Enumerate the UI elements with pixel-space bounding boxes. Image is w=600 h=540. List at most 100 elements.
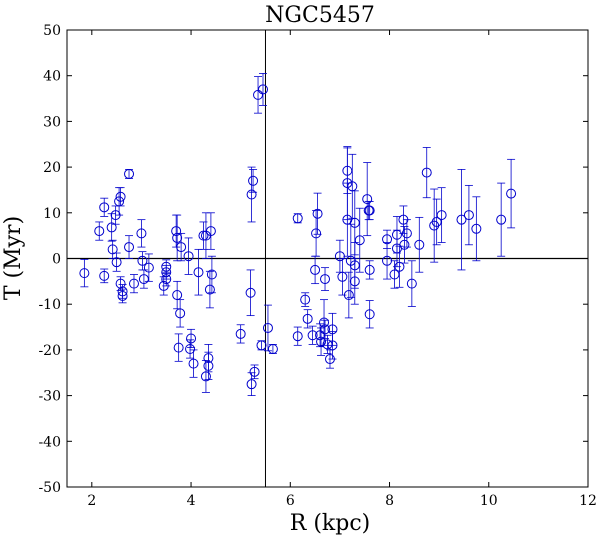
y-tick-label: -30 — [38, 389, 61, 405]
point-marker — [327, 324, 338, 335]
point-marker — [171, 226, 182, 237]
y-tick-label: 40 — [43, 69, 61, 85]
point-marker — [401, 228, 412, 239]
data-point — [246, 372, 257, 397]
data-point — [117, 288, 128, 304]
data-point — [124, 235, 135, 259]
point-marker — [389, 269, 400, 280]
point-marker — [362, 194, 373, 205]
plot-area: 2 4 6 8 10 12 -50 -40 -30 -20 -10 0 10 20 30 40 50 — [38, 23, 596, 509]
point-marker — [205, 226, 216, 237]
data-point — [327, 312, 338, 346]
point-marker — [496, 214, 507, 225]
point-marker — [111, 257, 122, 268]
data-point — [320, 319, 331, 339]
x-tick-label: 6 — [286, 493, 295, 509]
data-point — [111, 252, 122, 272]
point-marker — [79, 268, 90, 279]
data-point — [193, 248, 204, 296]
point-marker — [185, 343, 196, 354]
data-point — [138, 269, 149, 289]
data-point — [456, 168, 467, 271]
point-marker — [421, 167, 432, 178]
data-point — [463, 184, 474, 246]
data-point — [364, 260, 375, 280]
data-point — [362, 162, 373, 237]
point-marker — [188, 358, 199, 369]
point-marker — [128, 278, 139, 289]
y-tick-label: -20 — [38, 343, 61, 359]
data-point — [188, 349, 199, 378]
point-marker — [106, 222, 117, 233]
data-point — [99, 197, 110, 217]
point-marker — [257, 84, 268, 95]
point-marker — [99, 270, 110, 281]
point-marker — [320, 274, 331, 285]
data-point — [79, 259, 90, 288]
data-point — [172, 214, 183, 262]
point-marker — [186, 333, 197, 344]
data-point — [206, 255, 217, 294]
data-point — [343, 271, 354, 319]
y-axis-title: T (Myr) — [1, 216, 26, 300]
data-point — [183, 237, 194, 275]
point-marker — [292, 331, 303, 342]
point-marker — [138, 274, 149, 285]
point-marker — [117, 290, 128, 301]
point-marker — [337, 271, 348, 282]
x-axis-ticks: 2 4 6 8 10 12 — [87, 30, 597, 509]
point-marker — [431, 216, 442, 227]
data-point — [389, 260, 400, 289]
data-point — [256, 340, 267, 351]
point-marker — [349, 276, 360, 287]
point-marker — [203, 360, 214, 371]
data-point — [337, 258, 348, 296]
point-marker — [311, 228, 322, 239]
data-point — [267, 343, 278, 354]
data-point — [173, 333, 184, 362]
data-point — [124, 168, 135, 179]
x-axis-title: R (kpc) — [290, 511, 370, 536]
data-point — [431, 198, 442, 246]
point-marker — [399, 239, 410, 250]
data-point — [310, 255, 321, 285]
data-point — [354, 207, 365, 273]
data-point — [198, 221, 209, 250]
data-point — [334, 239, 345, 273]
data-point — [106, 213, 117, 242]
chart-title: NGC5457 — [265, 3, 375, 28]
point-marker — [183, 251, 194, 262]
point-marker — [256, 340, 267, 351]
point-marker — [107, 244, 118, 255]
data-point — [143, 253, 154, 282]
point-marker — [307, 330, 318, 341]
data-point — [257, 73, 268, 106]
y-tick-label: -10 — [38, 297, 61, 313]
data-point — [394, 245, 405, 288]
point-marker — [193, 267, 204, 278]
point-marker — [322, 339, 333, 350]
x-tick-label: 12 — [579, 493, 597, 509]
point-marker — [364, 264, 375, 275]
point-marker — [124, 242, 135, 253]
point-marker — [319, 317, 330, 328]
data-point — [349, 258, 360, 305]
y-tick-label: 0 — [52, 252, 61, 268]
data-point — [94, 221, 105, 241]
point-marker — [292, 213, 303, 224]
y-axis-ticks: -50 -40 -30 -20 -10 0 10 20 30 40 50 — [38, 23, 588, 496]
point-marker — [320, 324, 331, 335]
point-marker — [406, 278, 417, 289]
x-tick-label: 8 — [385, 493, 394, 509]
data-point — [364, 300, 375, 329]
y-tick-label: 50 — [43, 23, 61, 39]
data-point — [235, 324, 246, 344]
y-tick-label: 30 — [43, 114, 61, 130]
point-marker — [115, 191, 126, 202]
point-marker — [506, 188, 517, 199]
point-marker — [302, 313, 313, 324]
data-point — [347, 153, 358, 219]
point-marker — [176, 242, 187, 253]
point-marker — [267, 343, 278, 354]
point-marker — [161, 274, 172, 285]
